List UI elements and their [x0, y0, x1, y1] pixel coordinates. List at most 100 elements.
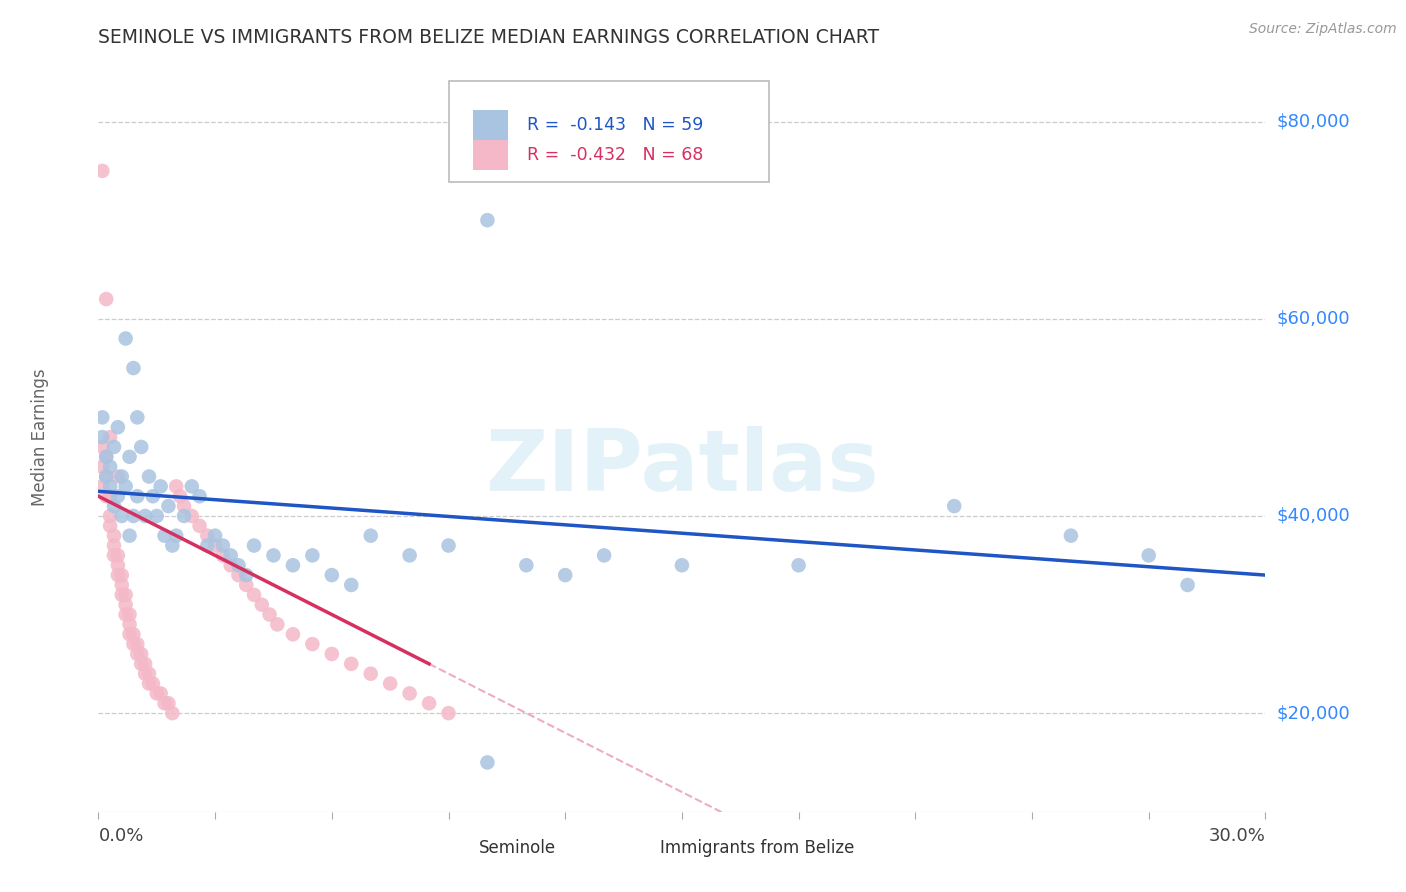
Bar	[472, 111, 508, 140]
Point	[398, 686, 420, 700]
Point	[418, 696, 440, 710]
Point	[162, 539, 184, 553]
Point	[103, 549, 125, 563]
Point	[127, 637, 149, 651]
Point	[118, 607, 141, 622]
Point	[91, 459, 114, 474]
Point	[180, 508, 202, 523]
Point	[98, 508, 121, 523]
Text: Immigrants from Belize: Immigrants from Belize	[659, 838, 853, 856]
Point	[259, 607, 281, 622]
Point	[204, 529, 226, 543]
Point	[142, 676, 165, 690]
Text: 0.0%: 0.0%	[98, 827, 143, 845]
Point	[157, 499, 180, 513]
Point	[96, 450, 118, 464]
Text: R =  -0.143   N = 59: R = -0.143 N = 59	[527, 116, 703, 134]
Point	[437, 539, 460, 553]
Bar	[630, 837, 655, 859]
Point	[153, 529, 176, 543]
Point	[1137, 549, 1160, 563]
Point	[127, 410, 149, 425]
Point	[114, 607, 136, 622]
Point	[107, 568, 129, 582]
Point	[173, 508, 195, 523]
Point	[146, 508, 169, 523]
Point	[204, 539, 226, 553]
Point	[169, 489, 191, 503]
Point	[91, 164, 114, 178]
Text: R =  -0.432   N = 68: R = -0.432 N = 68	[527, 146, 703, 164]
Point	[228, 568, 250, 582]
Point	[114, 598, 136, 612]
Point	[129, 647, 152, 661]
Point	[180, 479, 202, 493]
Point	[787, 558, 810, 573]
Point	[360, 529, 382, 543]
Point	[146, 686, 169, 700]
Point	[281, 627, 304, 641]
Point	[477, 756, 499, 770]
Point	[96, 469, 118, 483]
Point	[103, 539, 125, 553]
Point	[91, 440, 114, 454]
Point	[173, 499, 195, 513]
Point	[122, 508, 145, 523]
Point	[129, 657, 152, 671]
Point	[118, 450, 141, 464]
Point	[554, 568, 576, 582]
Text: $60,000: $60,000	[1277, 310, 1350, 327]
Point	[127, 489, 149, 503]
Point	[340, 578, 363, 592]
Point	[219, 549, 242, 563]
Point	[91, 410, 114, 425]
Point	[114, 588, 136, 602]
Point	[157, 696, 180, 710]
FancyBboxPatch shape	[449, 81, 769, 182]
Point	[153, 696, 176, 710]
Point	[380, 676, 402, 690]
Point	[340, 657, 363, 671]
Text: $80,000: $80,000	[1277, 112, 1350, 130]
Point	[111, 578, 134, 592]
Point	[96, 469, 118, 483]
Point	[107, 469, 129, 483]
Point	[266, 617, 288, 632]
Point	[98, 518, 121, 533]
Point	[149, 686, 172, 700]
Point	[134, 657, 156, 671]
Point	[162, 706, 184, 720]
Text: 30.0%: 30.0%	[1209, 827, 1265, 845]
Point	[129, 440, 152, 454]
Point	[96, 489, 118, 503]
Point	[103, 499, 125, 513]
Point	[111, 508, 134, 523]
Point	[188, 489, 211, 503]
Point	[219, 558, 242, 573]
Point	[127, 647, 149, 661]
Point	[195, 529, 218, 543]
Point	[107, 558, 129, 573]
Point	[243, 539, 266, 553]
Point	[96, 292, 118, 306]
Point	[228, 558, 250, 573]
Text: Source: ZipAtlas.com: Source: ZipAtlas.com	[1249, 22, 1396, 37]
Point	[118, 529, 141, 543]
Text: ZIPatlas: ZIPatlas	[485, 425, 879, 508]
Point	[111, 568, 134, 582]
Point	[212, 539, 235, 553]
Point	[1177, 578, 1199, 592]
Point	[91, 479, 114, 493]
Point	[138, 676, 160, 690]
Point	[122, 637, 145, 651]
Point	[103, 529, 125, 543]
Point	[149, 479, 172, 493]
Text: SEMINOLE VS IMMIGRANTS FROM BELIZE MEDIAN EARNINGS CORRELATION CHART: SEMINOLE VS IMMIGRANTS FROM BELIZE MEDIA…	[98, 28, 880, 47]
Point	[235, 578, 257, 592]
Point	[243, 588, 266, 602]
Point	[118, 627, 141, 641]
Point	[98, 430, 121, 444]
Point	[1060, 529, 1083, 543]
Point	[98, 479, 121, 493]
Point	[134, 666, 156, 681]
